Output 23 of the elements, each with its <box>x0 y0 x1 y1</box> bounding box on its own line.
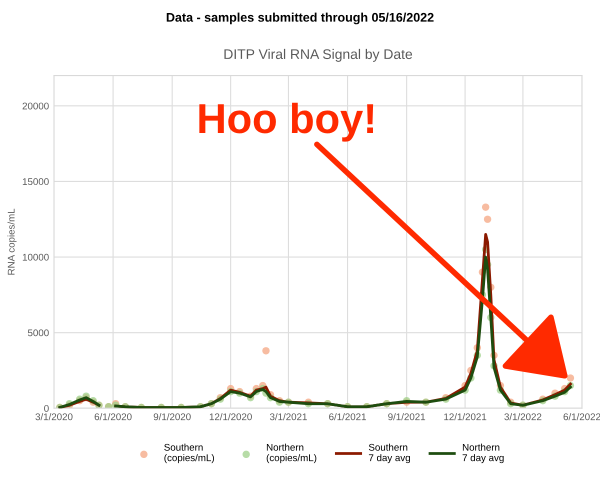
x-tick-label: 12/1/2020 <box>210 413 252 420</box>
legend-label: Northern (copies/mL) <box>266 444 316 464</box>
x-tick-label: 12/1/2021 <box>444 413 486 420</box>
chart-title: DITP Viral RNA Signal by Date <box>224 48 412 62</box>
x-tick-label: 3/1/2020 <box>35 413 73 420</box>
x-tick-label: 9/1/2021 <box>388 413 426 420</box>
x-tick-label: 3/1/2022 <box>504 413 542 420</box>
x-tick-label: 9/1/2020 <box>154 413 191 420</box>
legend-label: Southern 7 day avg <box>368 444 410 464</box>
y-tick-label: 0 <box>44 404 49 412</box>
annotation: Hoo boy! <box>199 102 374 142</box>
y-tick-label: 10000 <box>22 254 49 261</box>
y-tick-label: 15000 <box>22 178 49 186</box>
legend-label: Southern (copies/mL) <box>164 444 214 464</box>
legend-label: Northern 7 day avg <box>462 444 504 464</box>
x-tick-label: 3/1/2021 <box>270 413 307 420</box>
y-axis-title: RNA copies/mL <box>7 208 17 275</box>
x-tick-label: 6/1/2021 <box>329 413 366 420</box>
y-tick-label: 5000 <box>28 329 49 336</box>
x-tick-label: 6/1/2022 <box>564 413 600 420</box>
x-tick-label: 6/1/2020 <box>94 413 132 420</box>
chart-subtitle: Data - samples submitted through 05/16/2022 <box>166 12 434 24</box>
y-tick-label: 20000 <box>22 102 49 110</box>
